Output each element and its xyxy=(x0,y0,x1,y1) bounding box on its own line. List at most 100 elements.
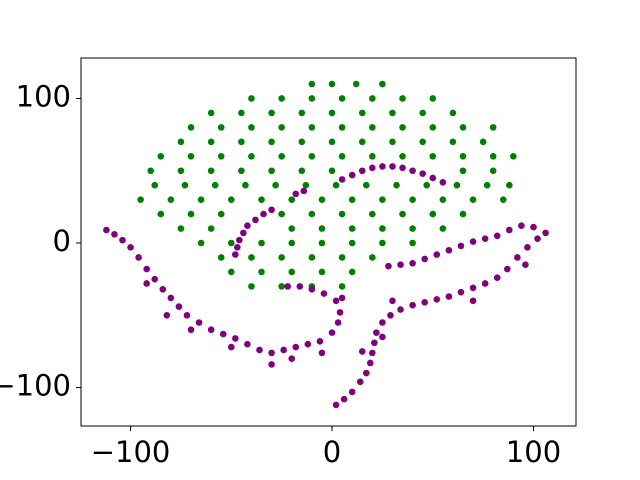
point xyxy=(227,343,235,351)
point xyxy=(177,167,185,175)
point xyxy=(183,311,191,319)
point xyxy=(542,229,549,237)
point xyxy=(328,138,336,146)
point xyxy=(177,225,185,232)
point xyxy=(379,80,386,88)
x-tick-label: −100 xyxy=(91,435,171,469)
point xyxy=(316,337,324,345)
point xyxy=(244,222,251,229)
point xyxy=(367,359,374,367)
point xyxy=(167,294,175,302)
point xyxy=(358,348,366,355)
point xyxy=(348,388,356,396)
point xyxy=(419,170,426,177)
point xyxy=(409,259,416,267)
point xyxy=(236,236,243,244)
point xyxy=(187,152,195,160)
point xyxy=(340,395,348,403)
point xyxy=(298,138,306,146)
point xyxy=(338,176,346,183)
point xyxy=(524,244,531,251)
point xyxy=(469,196,477,203)
point xyxy=(421,255,428,263)
point xyxy=(483,181,491,189)
point xyxy=(397,306,404,313)
point xyxy=(399,152,406,160)
point xyxy=(469,238,477,245)
point xyxy=(135,254,142,261)
x-tick-label: 100 xyxy=(506,435,561,469)
point xyxy=(530,223,537,231)
point xyxy=(429,210,437,218)
point xyxy=(157,210,165,218)
point xyxy=(429,95,437,102)
point xyxy=(318,196,326,203)
plot-frame xyxy=(80,57,577,427)
point xyxy=(177,138,185,146)
point xyxy=(318,225,326,232)
point xyxy=(518,222,525,229)
point xyxy=(284,283,292,290)
point xyxy=(334,319,342,326)
point xyxy=(409,167,416,175)
point xyxy=(449,109,457,117)
point xyxy=(358,138,366,146)
point xyxy=(358,109,366,117)
point xyxy=(298,167,306,175)
point xyxy=(318,239,326,247)
point xyxy=(369,349,376,357)
point xyxy=(439,196,447,203)
point xyxy=(232,335,239,342)
point xyxy=(397,261,404,268)
point xyxy=(387,311,394,319)
point xyxy=(481,280,489,287)
point xyxy=(399,210,406,218)
point xyxy=(318,268,326,276)
point xyxy=(143,265,150,273)
point xyxy=(272,181,279,189)
point xyxy=(373,329,380,336)
point xyxy=(439,225,447,232)
point xyxy=(379,319,386,326)
point xyxy=(506,181,513,189)
point xyxy=(167,196,175,203)
point xyxy=(499,196,507,203)
point xyxy=(449,138,457,146)
point xyxy=(514,254,521,261)
point xyxy=(393,181,400,189)
point xyxy=(332,297,340,305)
point xyxy=(369,124,376,131)
point xyxy=(278,124,285,131)
point xyxy=(111,231,118,238)
point xyxy=(181,181,189,189)
point xyxy=(338,210,346,218)
point xyxy=(389,109,396,117)
point xyxy=(369,254,376,261)
point xyxy=(308,152,316,160)
point xyxy=(429,124,437,131)
point xyxy=(332,181,340,189)
point xyxy=(238,138,245,146)
point xyxy=(143,280,150,287)
point xyxy=(320,290,328,297)
point xyxy=(308,80,316,88)
point xyxy=(433,251,441,258)
point xyxy=(217,124,225,131)
point xyxy=(248,95,255,102)
point xyxy=(268,206,275,214)
point xyxy=(457,242,465,250)
point xyxy=(151,275,159,283)
point xyxy=(195,319,203,326)
point xyxy=(147,167,155,175)
point xyxy=(288,196,296,203)
point xyxy=(506,226,513,234)
point xyxy=(288,225,296,232)
point xyxy=(479,138,487,146)
point xyxy=(421,298,428,306)
point xyxy=(292,343,300,351)
point xyxy=(298,109,306,117)
point xyxy=(163,311,171,319)
point xyxy=(445,293,453,300)
point xyxy=(328,329,336,336)
